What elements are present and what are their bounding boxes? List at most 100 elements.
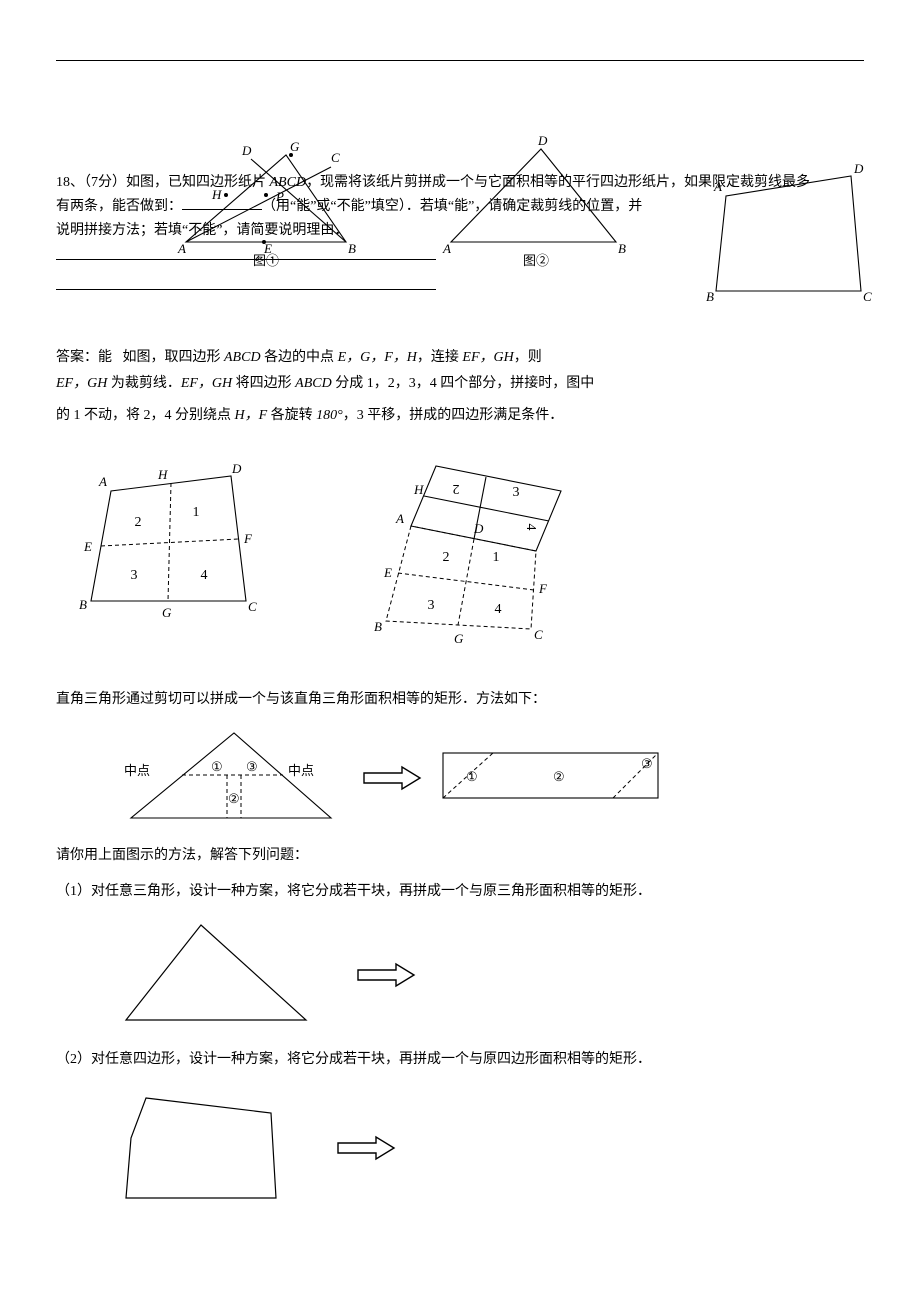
al-r4: 4: [201, 568, 208, 583]
ans2c: 分成 1，2，3，4 四个部分，拼接时，图中: [332, 376, 595, 391]
label-G: G: [290, 139, 300, 154]
q19-p1: （1）对任意三角形，设计一种方案，将它分成若干块，再拼成一个与原三角形面积相等的…: [56, 881, 864, 903]
fig-1: A B C D E G H P 图①: [156, 137, 376, 267]
ans-line3: 的 1 不动，将 2，4 分别绕点 H，F 各旋转 180°，3 平移，拼成的四…: [56, 403, 864, 429]
mr3: ③: [246, 759, 258, 774]
q18-answer-figs: A B C D E F G H 1 2 3 4: [76, 461, 864, 661]
ar-r4t: 4: [523, 524, 538, 531]
label-P: P: [275, 189, 284, 204]
ans2a: 为裁剪线．: [107, 376, 181, 391]
fig-ans-right: A B C D E F G H 2 3 2 1 4 3 4: [356, 461, 596, 661]
ans3c: ，3 平移，拼成的四边形满足条件．: [343, 408, 564, 423]
fig-ans-left: A B C D E F G H 1 2 3 4: [76, 461, 276, 631]
arrow-icon-2: [356, 960, 416, 990]
ar-r3: 3: [428, 598, 435, 613]
al-B: B: [79, 597, 87, 612]
label-D2: D: [537, 133, 548, 148]
al-C: C: [248, 599, 257, 614]
al-r2: 2: [135, 515, 142, 530]
ans2b: 将四边形: [232, 376, 295, 391]
arrow-icon-3: [336, 1133, 396, 1163]
al-r3: 3: [131, 568, 138, 583]
label-B3: B: [706, 289, 714, 304]
mr2: ②: [228, 791, 240, 806]
al-E: E: [83, 539, 92, 554]
al-A: A: [98, 474, 107, 489]
q19-intro: 直角三角形通过剪切可以拼成一个与该直角三角形面积相等的矩形．方法如下：: [56, 689, 864, 711]
ans-seg2: EF，GH: [56, 376, 107, 391]
q19-method-row: 中点 中点 ① ③ ② ① ② ③: [116, 723, 864, 833]
q18-answer: 答案：能 如图，取四边形 ABCD 各边的中点 E，G，F，H，连接 EF，GH…: [56, 345, 864, 429]
ar-C: C: [534, 627, 543, 642]
fig-method-tri: 中点 中点 ① ③ ②: [116, 723, 346, 833]
label-C3: C: [863, 289, 872, 304]
ar-A: A: [395, 511, 404, 526]
al-F: F: [243, 531, 253, 546]
answer-rule-2: [56, 275, 436, 290]
label-C: C: [331, 150, 340, 165]
ans-word: 能: [98, 350, 112, 365]
q19-p2-row: [116, 1083, 864, 1213]
ans1c: ，连接: [417, 350, 463, 365]
label-D3: D: [853, 161, 864, 176]
al-H: H: [157, 467, 168, 482]
ans-rotpts: H，F: [235, 408, 268, 423]
q19-p1-row: [116, 915, 864, 1035]
header-rule: [56, 60, 864, 61]
ans-deg: 180°: [316, 408, 343, 423]
ans-line2: EF，GH 为裁剪线．EF，GH 将四边形 ABCD 分成 1，2，3，4 四个…: [56, 371, 864, 397]
ar-r2t: 2: [453, 481, 460, 496]
rr2: ②: [553, 769, 565, 784]
al-r1: 1: [193, 505, 200, 520]
q19-p2: （2）对任意四边形，设计一种方案，将它分成若干块，再拼成一个与原四边形面积相等的…: [56, 1049, 864, 1071]
ans-seg1: EF，GH: [462, 350, 513, 365]
ar-G: G: [454, 631, 464, 646]
arrow-icon: [362, 763, 422, 793]
ar-F: F: [538, 581, 548, 596]
ans1b: 各边的中点: [261, 350, 338, 365]
ans-shape2: ABCD: [295, 376, 332, 391]
label-H: H: [211, 187, 222, 202]
fig-2: A B D 图②: [426, 137, 646, 267]
label-A: A: [177, 241, 186, 256]
mr1: ①: [211, 759, 223, 774]
ans-seg3: EF，GH: [181, 376, 232, 391]
ar-r2: 2: [443, 550, 450, 565]
ans3a: 的 1 不动，将 2，4 分别绕点: [56, 408, 235, 423]
ans3b: 各旋转: [267, 408, 316, 423]
q19-lead: 请你用上面图示的方法，解答下列问题：: [56, 845, 864, 867]
ans-label: 答案：: [56, 350, 98, 365]
label-A3: A: [713, 179, 722, 194]
rr3: ③: [641, 756, 653, 771]
ar-r3t: 3: [513, 485, 520, 500]
ar-E: E: [383, 565, 392, 580]
label-B: B: [348, 241, 356, 256]
fig-blank-tri: [116, 915, 316, 1035]
ans-line1: 答案：能 如图，取四边形 ABCD 各边的中点 E，G，F，H，连接 EF，GH…: [56, 345, 864, 371]
ans-midpts: E，G，F，H: [338, 350, 417, 365]
ar-r1: 1: [493, 550, 500, 565]
ans1a: 如图，取四边形: [123, 350, 225, 365]
ar-r4: 4: [495, 602, 502, 617]
ans1d: ，则: [514, 350, 542, 365]
al-D: D: [231, 461, 242, 476]
q19: 直角三角形通过剪切可以拼成一个与该直角三角形面积相等的矩形．方法如下： 中点 中…: [56, 689, 864, 1213]
fig2-caption: 图②: [523, 253, 549, 268]
ans-shape: ABCD: [224, 350, 261, 365]
label-B2: B: [618, 241, 626, 256]
ar-H: H: [413, 482, 424, 497]
midpt-l: 中点: [124, 763, 150, 778]
fig-3-quad: A B C D: [706, 161, 876, 311]
ar-D: D: [473, 521, 484, 536]
page: 18、（7分）如图，已知四边形纸片 ABCD，现需将该纸片剪拼成一个与它面积相等…: [0, 0, 920, 1285]
midpt-r: 中点: [288, 763, 314, 778]
fig1-caption: 图①: [253, 253, 279, 268]
fig-method-rect: ① ② ③: [438, 743, 668, 813]
q18-figure-cluster: 18、（7分）如图，已知四边形纸片 ABCD，现需将该纸片剪拼成一个与它面积相等…: [56, 141, 864, 341]
al-G: G: [162, 605, 172, 620]
fig-blank-quad: [116, 1083, 296, 1213]
rr1: ①: [466, 769, 478, 784]
ar-B: B: [374, 619, 382, 634]
label-D: D: [241, 143, 252, 158]
label-A2: A: [442, 241, 451, 256]
